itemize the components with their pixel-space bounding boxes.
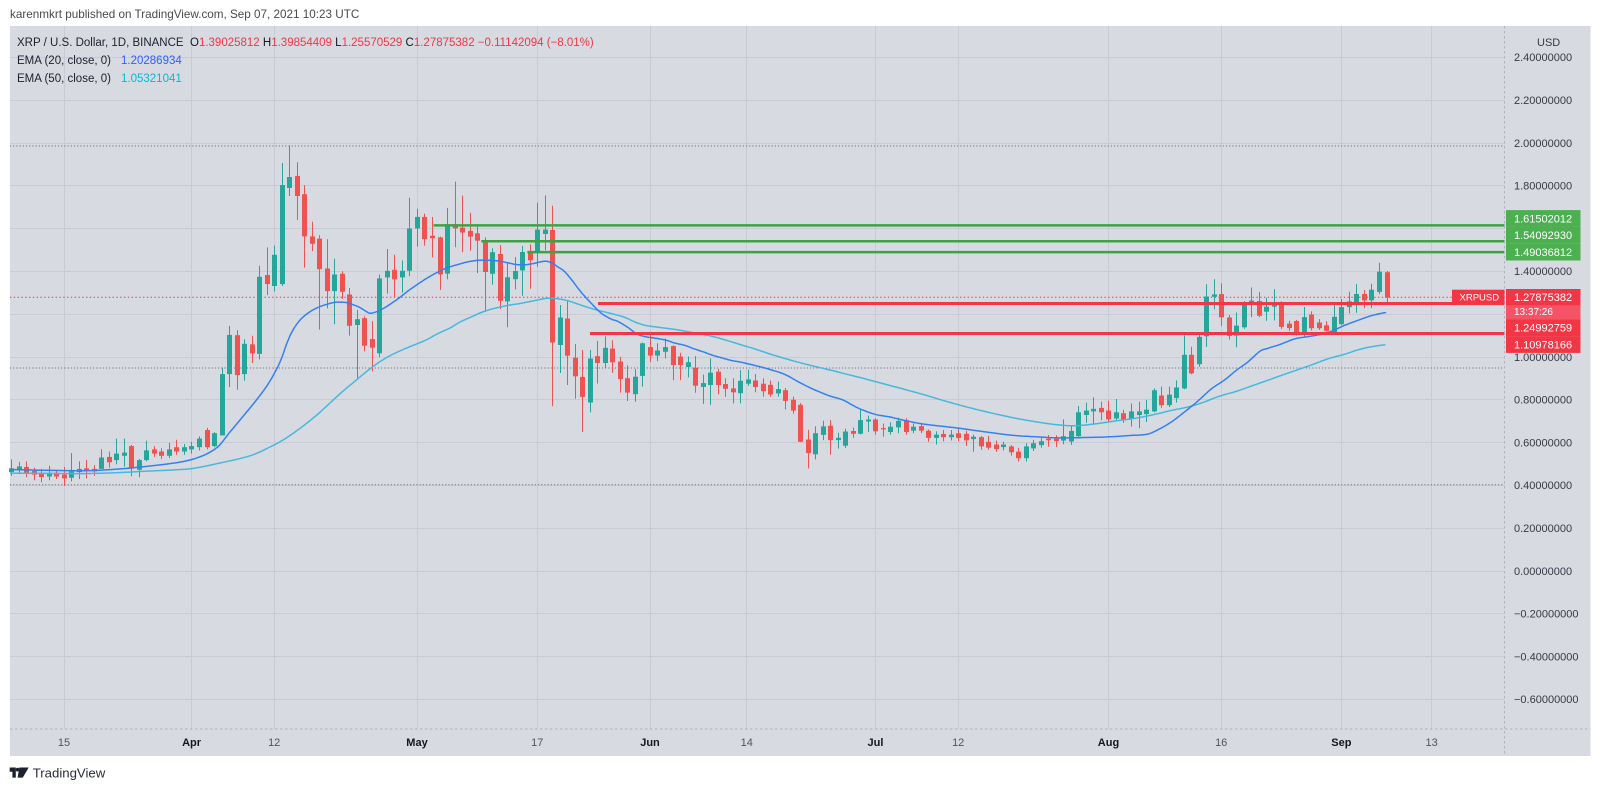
svg-text:1.24992759: 1.24992759: [1514, 323, 1572, 335]
svg-text:1.40000000: 1.40000000: [1514, 266, 1572, 278]
svg-text:1.27875382: 1.27875382: [1514, 292, 1572, 304]
svg-text:−0.40000000: −0.40000000: [1514, 651, 1579, 663]
svg-text:17: 17: [531, 737, 543, 749]
svg-text:1.61502012: 1.61502012: [1514, 213, 1572, 225]
svg-text:1.20286934: 1.20286934: [121, 55, 182, 67]
svg-text:2.20000000: 2.20000000: [1514, 95, 1572, 107]
svg-text:May: May: [406, 737, 428, 749]
svg-text:karenmkrt published on Trading: karenmkrt published on TradingView.com, …: [10, 8, 359, 21]
svg-text:16: 16: [1215, 737, 1227, 749]
svg-text:13:37:26: 13:37:26: [1514, 307, 1553, 318]
svg-text:XRP / U.S. Dollar, 1D, BINANCE: XRP / U.S. Dollar, 1D, BINANCE O1.390258…: [17, 37, 594, 49]
svg-text:Jun: Jun: [640, 737, 660, 749]
svg-text:13: 13: [1425, 737, 1437, 749]
svg-text:−0.20000000: −0.20000000: [1514, 609, 1579, 621]
svg-text:12: 12: [268, 737, 280, 749]
svg-text:1.54092930: 1.54092930: [1514, 230, 1572, 242]
svg-text:EMA (50, close, 0): EMA (50, close, 0): [17, 73, 111, 85]
svg-text:2.40000000: 2.40000000: [1514, 52, 1572, 64]
svg-text:1.80000000: 1.80000000: [1514, 181, 1572, 193]
svg-text:USD: USD: [1537, 37, 1560, 49]
svg-text:0.40000000: 0.40000000: [1514, 480, 1572, 492]
svg-text:1.00000000: 1.00000000: [1514, 352, 1572, 364]
svg-text:0.80000000: 0.80000000: [1514, 395, 1572, 407]
svg-text:1.10978166: 1.10978166: [1514, 339, 1572, 351]
svg-text:0.20000000: 0.20000000: [1514, 523, 1572, 535]
svg-text:14: 14: [741, 737, 753, 749]
svg-text:Aug: Aug: [1098, 737, 1119, 749]
svg-text:XRPUSD: XRPUSD: [1460, 293, 1500, 304]
svg-text:EMA (20, close, 0): EMA (20, close, 0): [17, 55, 111, 67]
svg-text:2.00000000: 2.00000000: [1514, 138, 1572, 150]
svg-text:Jul: Jul: [868, 737, 884, 749]
svg-text:15: 15: [58, 737, 70, 749]
svg-text:1.05321041: 1.05321041: [121, 73, 182, 85]
svg-text:−0.60000000: −0.60000000: [1514, 694, 1579, 706]
svg-text:0.60000000: 0.60000000: [1514, 437, 1572, 449]
svg-text:0.00000000: 0.00000000: [1514, 566, 1572, 578]
svg-text:12: 12: [952, 737, 964, 749]
svg-text:Sep: Sep: [1331, 737, 1351, 749]
svg-text:1.49036812: 1.49036812: [1514, 247, 1572, 259]
svg-text:Apr: Apr: [182, 737, 202, 749]
svg-text:TradingView: TradingView: [33, 766, 106, 781]
